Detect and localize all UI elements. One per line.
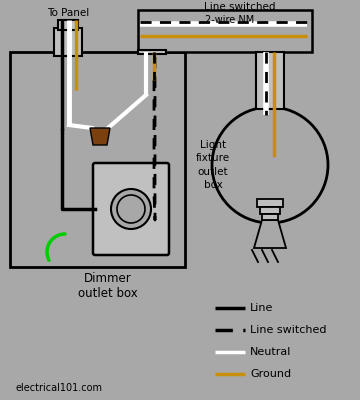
Circle shape xyxy=(212,107,328,223)
Polygon shape xyxy=(254,220,286,248)
Bar xyxy=(10,52,185,267)
Bar xyxy=(260,207,280,214)
Text: Line switched: Line switched xyxy=(204,2,276,12)
Text: Ground: Ground xyxy=(250,369,291,379)
Text: Line switched: Line switched xyxy=(250,325,327,335)
Bar xyxy=(257,199,283,207)
Bar xyxy=(262,214,278,220)
Text: To Panel: To Panel xyxy=(47,8,89,18)
Circle shape xyxy=(111,189,151,229)
Text: Dimmer
outlet box: Dimmer outlet box xyxy=(78,272,138,300)
Bar xyxy=(54,28,82,56)
Bar xyxy=(256,52,284,109)
Bar xyxy=(58,20,78,30)
Circle shape xyxy=(117,195,145,223)
Bar xyxy=(138,50,166,54)
Text: electrical101.com: electrical101.com xyxy=(15,383,102,393)
Text: Line: Line xyxy=(250,303,273,313)
Text: 2-wire NM: 2-wire NM xyxy=(205,15,255,25)
Text: Neutral: Neutral xyxy=(250,347,291,357)
Text: Light
fixture
outlet
box: Light fixture outlet box xyxy=(196,140,230,190)
FancyBboxPatch shape xyxy=(93,163,169,255)
Bar xyxy=(138,10,312,52)
Polygon shape xyxy=(90,128,110,145)
